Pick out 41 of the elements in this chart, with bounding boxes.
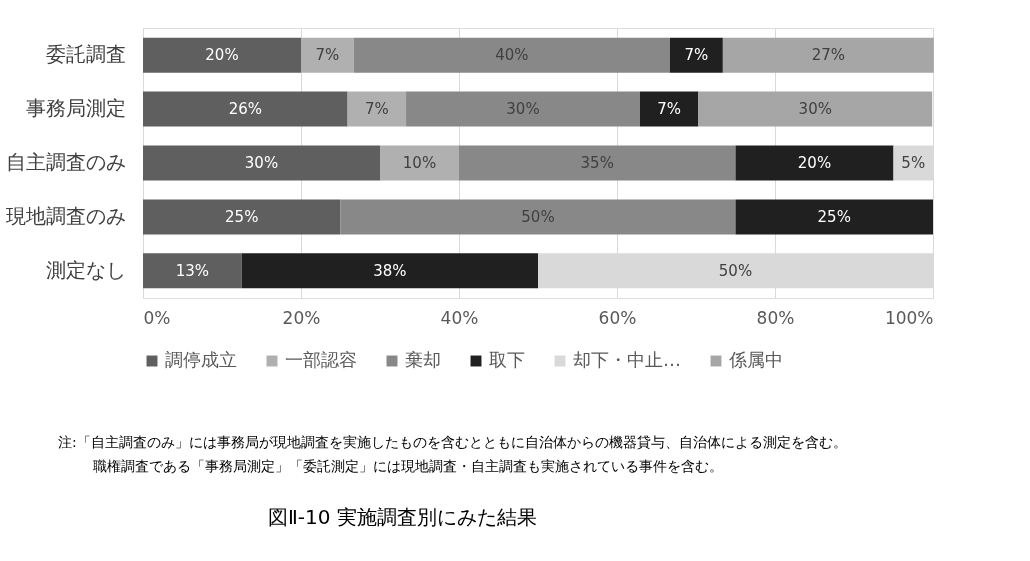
data-label: 50% <box>718 261 753 280</box>
data-label: 7% <box>315 46 340 65</box>
data-label: 10% <box>402 154 437 172</box>
data-label: 30% <box>798 100 832 119</box>
x-tick-label: 60% <box>598 307 637 328</box>
y-tick-label: 事務局測定 <box>25 96 126 121</box>
data-label: 5% <box>901 154 926 172</box>
data-label: 27% <box>811 46 845 65</box>
data-label: 35% <box>580 154 614 172</box>
data-label: 25% <box>817 207 851 226</box>
legend-label: 一部認容 <box>285 349 357 370</box>
x-tick-label: 20% <box>282 307 321 328</box>
y-tick-label: 測定なし <box>45 257 126 282</box>
data-label: 25% <box>225 207 259 226</box>
data-label: 7% <box>657 100 682 119</box>
text: 職権調査である「事務局測定」「委託測定」には現地調査・自主調査も実施されている事件を含む。 <box>93 458 723 474</box>
x-tick-label: 80% <box>756 307 795 328</box>
text: 注:「自主調査のみ」には事務局が現地調査を実施したものを含むとともに自治体からの機器貸与、自治体による測定を含む。 <box>58 434 847 450</box>
x-tick-label: 100% <box>884 307 934 328</box>
data-label: 7% <box>684 46 709 65</box>
text: 図Ⅱ-10 実施調査別にみた結果 <box>268 505 537 529</box>
legend-label: 取下 <box>489 349 525 370</box>
legend-label: 棄却 <box>405 349 441 370</box>
data-label: 50% <box>521 207 555 226</box>
data-label: 38% <box>373 261 407 280</box>
data-label: 20% <box>797 154 832 172</box>
data-label: 7% <box>364 100 389 119</box>
y-tick-label: 現地調査のみ <box>5 203 126 228</box>
x-tick-label: 0% <box>143 307 171 328</box>
data-label: 40% <box>495 46 529 65</box>
x-tick-label: 40% <box>440 307 479 328</box>
data-label: 13% <box>175 261 210 280</box>
y-tick-label: 自主調査のみ <box>5 150 126 174</box>
data-label: 30% <box>244 154 279 172</box>
data-label: 26% <box>228 100 262 119</box>
data-label: 30% <box>506 100 540 119</box>
data-label: 20% <box>205 46 239 65</box>
legend-label: 調停成立 <box>165 349 237 370</box>
y-tick-label: 委託調査 <box>45 42 126 67</box>
legend-label: 却下・中止… <box>573 349 681 370</box>
legend-label: 係属中 <box>728 349 783 370</box>
